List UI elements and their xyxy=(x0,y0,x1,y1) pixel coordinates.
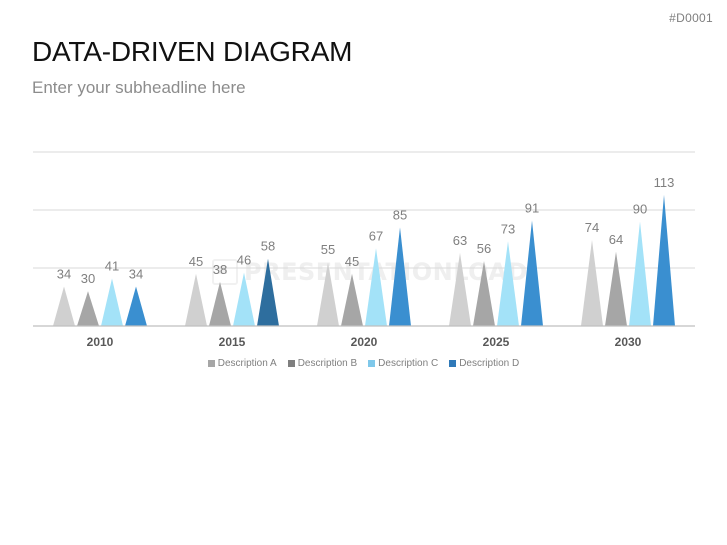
x-tick-label: 2015 xyxy=(219,335,246,349)
x-tick-label: 2025 xyxy=(483,335,510,349)
chart-bar xyxy=(257,258,279,326)
data-label: 41 xyxy=(105,258,119,273)
data-label: 73 xyxy=(501,221,515,236)
legend-item: Description B xyxy=(287,358,358,369)
page-title: DATA-DRIVEN DIAGRAM xyxy=(32,36,353,67)
data-label: 58 xyxy=(261,239,275,254)
legend-item: Description D xyxy=(449,358,519,369)
slide-id: #D0001 xyxy=(669,11,713,25)
legend-item: Description C xyxy=(368,358,438,369)
chart-bar xyxy=(233,272,255,326)
chart-legend: Description A Description B Description C D… xyxy=(0,358,727,369)
data-label: 34 xyxy=(129,267,143,282)
chart-bar xyxy=(341,273,363,326)
data-label: 74 xyxy=(585,220,599,235)
legend-swatch xyxy=(287,360,295,367)
data-label: 46 xyxy=(237,253,251,268)
chart-bar xyxy=(497,241,519,326)
chart-bar xyxy=(77,291,99,326)
data-label: 38 xyxy=(213,262,227,277)
chart-bar xyxy=(365,248,387,326)
legend-label: Description D xyxy=(459,358,520,369)
chart-bar xyxy=(209,281,231,326)
x-tick-label: 2010 xyxy=(87,335,114,349)
data-label: 63 xyxy=(453,233,467,248)
chart-bar xyxy=(185,273,207,326)
data-label: 90 xyxy=(633,202,647,217)
legend-swatch xyxy=(368,360,376,367)
watermark-text: PRESENTATIONLOAD xyxy=(244,258,528,286)
chart-bar xyxy=(53,286,75,326)
data-label: 113 xyxy=(654,175,675,190)
chart-bar xyxy=(653,194,675,326)
chart-bar xyxy=(317,262,339,326)
legend-item: Description A xyxy=(207,358,277,369)
chart-bar xyxy=(389,227,411,326)
watermark-logo-icon xyxy=(212,259,238,285)
legend-label: Description A xyxy=(217,358,277,369)
chart-bar xyxy=(629,221,651,326)
chart-bar xyxy=(101,278,123,326)
data-label: 85 xyxy=(393,207,407,222)
data-label: 55 xyxy=(321,242,335,257)
x-tick-label: 2020 xyxy=(351,335,378,349)
legend-swatch xyxy=(207,360,215,367)
data-label: 67 xyxy=(369,228,383,243)
data-label: 64 xyxy=(609,232,623,247)
data-label: 45 xyxy=(189,254,203,269)
chart-bar xyxy=(581,240,603,326)
watermark: PRESENTATIONLOAD xyxy=(212,258,528,286)
data-label: 56 xyxy=(477,241,491,256)
legend-label: Description C xyxy=(378,358,439,369)
chart-bar xyxy=(605,251,627,326)
legend-label: Description B xyxy=(297,358,358,369)
page-subtitle: Enter your subheadline here xyxy=(32,78,246,97)
data-label: 34 xyxy=(57,267,71,282)
legend-swatch xyxy=(449,360,457,367)
data-label: 91 xyxy=(525,200,539,215)
x-tick-label: 2030 xyxy=(615,335,642,349)
chart-bar xyxy=(449,252,471,326)
data-label: 30 xyxy=(81,271,95,286)
chart-bar xyxy=(473,261,495,326)
chart-bar xyxy=(521,220,543,326)
chart-bar xyxy=(125,286,147,326)
data-label: 45 xyxy=(345,254,359,269)
